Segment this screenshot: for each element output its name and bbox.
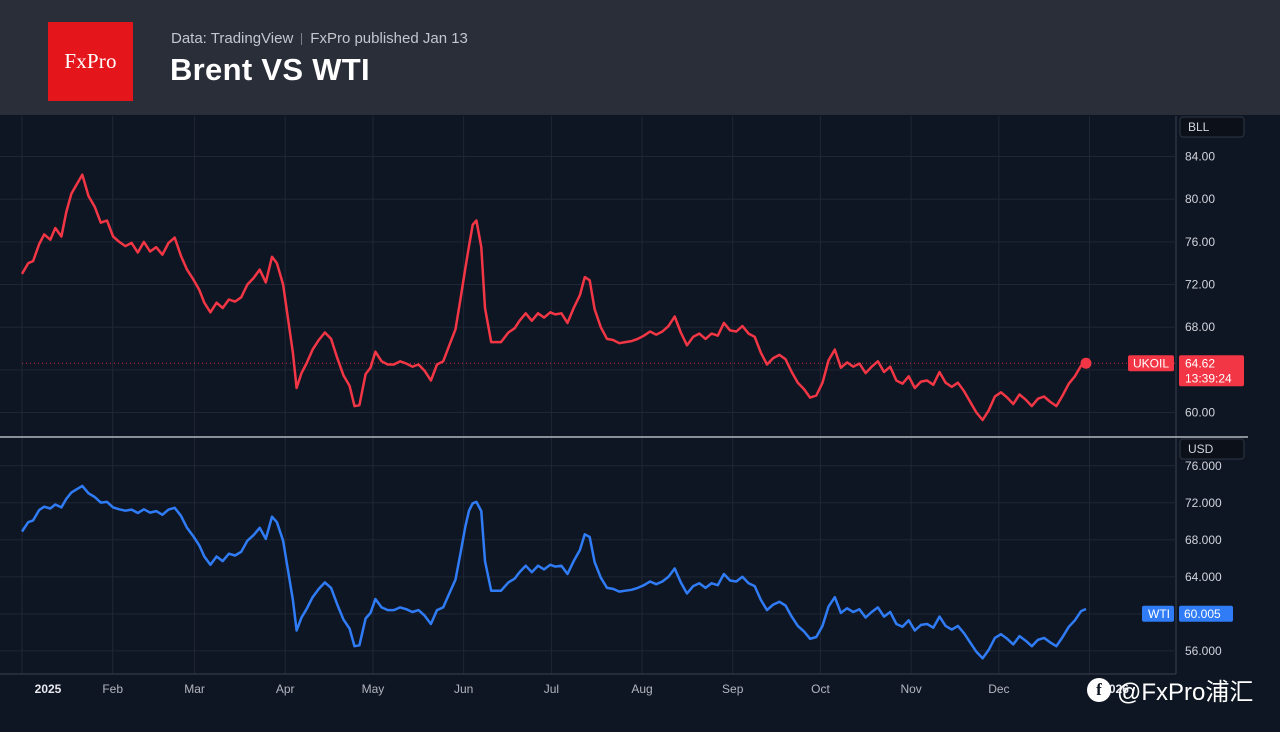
x-tick-label: Aug [631, 682, 652, 696]
watermark: f @FxPro浦汇 [1087, 672, 1253, 707]
brent-countdown-label: 13:39:24 [1185, 371, 1232, 385]
wti-name-tag [1142, 605, 1174, 622]
fxpro-logo: FxPro [48, 22, 133, 101]
y-tick-label: 68.000 [1185, 533, 1222, 547]
y-tick-label: 72.00 [1185, 278, 1215, 292]
x-tick-label: Sep [722, 682, 744, 696]
x-tick-label: 2025 [35, 682, 62, 696]
brent-name-label: UKOIL [1133, 356, 1169, 370]
x-tick-label: Jun [454, 682, 473, 696]
x-tick-label: Jul [544, 682, 559, 696]
y-tick-label: 80.00 [1185, 192, 1215, 206]
header: FxPro Data: TradingView FxPro published … [0, 0, 1280, 115]
y-tick-label: 60.00 [1185, 406, 1215, 420]
wti-series-line[interactable] [20, 484, 1087, 660]
x-tick-label: Apr [276, 682, 295, 696]
brent-price-label: 64.62 [1185, 356, 1215, 370]
brent-name-tag [1128, 355, 1174, 372]
x-tick-label: Mar [184, 682, 205, 696]
chart-meta: Data: TradingView FxPro published Jan 13 [171, 30, 468, 47]
wti-price-tag [1179, 605, 1233, 622]
facebook-icon: f [1087, 677, 1111, 702]
brent-price-tag [1179, 355, 1244, 387]
y-tick-label: 64.000 [1185, 570, 1222, 584]
currency-label: BLL [1188, 120, 1210, 134]
data-source: Data: TradingView [171, 30, 294, 47]
y-tick-label: 76.00 [1185, 235, 1215, 249]
chart-title: Brent VS WTI [170, 52, 370, 87]
brent-last-point[interactable] [1080, 357, 1092, 369]
wti-price-label: 60.005 [1184, 607, 1221, 621]
x-tick-label: May [362, 682, 385, 696]
x-tick-label: Oct [811, 682, 830, 696]
wti-name-label: WTI [1148, 607, 1170, 621]
y-tick-label: 72.000 [1185, 496, 1222, 510]
x-tick-label: Nov [900, 682, 921, 696]
watermark-text: @FxPro浦汇 [1117, 679, 1254, 706]
y-tick-label: 84.00 [1185, 150, 1215, 164]
x-tick-label: Dec [988, 682, 1009, 696]
currency-box[interactable] [1179, 438, 1245, 460]
meta-separator [301, 32, 303, 45]
currency-box[interactable] [1179, 116, 1245, 138]
y-tick-label: 76.000 [1185, 459, 1222, 473]
publish-info: FxPro published Jan 13 [310, 30, 468, 47]
y-tick-label: 68.00 [1185, 320, 1215, 334]
x-tick-label: Feb [102, 682, 123, 696]
y-tick-label: 56.000 [1185, 644, 1222, 658]
brent-series-line[interactable] [20, 173, 1087, 422]
currency-label: USD [1188, 442, 1214, 456]
